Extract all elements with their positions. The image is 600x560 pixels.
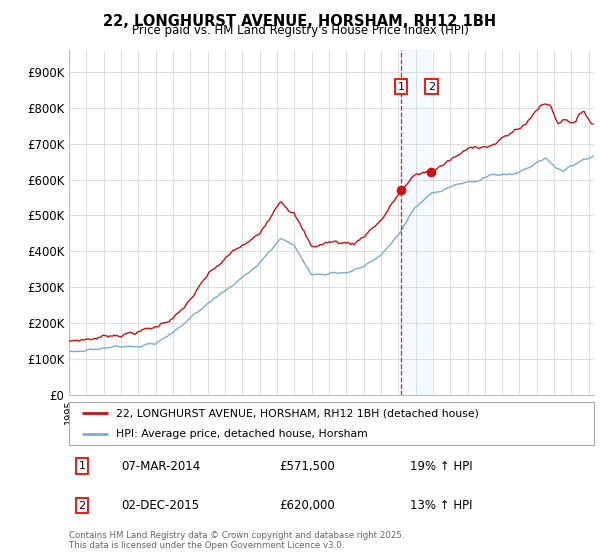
Bar — [401, 50, 431, 395]
Text: Price paid vs. HM Land Registry's House Price Index (HPI): Price paid vs. HM Land Registry's House … — [131, 24, 469, 37]
Text: 1: 1 — [79, 461, 86, 472]
Text: 19% ↑ HPI: 19% ↑ HPI — [410, 460, 473, 473]
Text: £620,000: £620,000 — [279, 499, 335, 512]
Text: 07-MAR-2014: 07-MAR-2014 — [121, 460, 201, 473]
Text: £571,500: £571,500 — [279, 460, 335, 473]
Text: 2: 2 — [79, 501, 86, 511]
Text: Contains HM Land Registry data © Crown copyright and database right 2025.
This d: Contains HM Land Registry data © Crown c… — [69, 531, 404, 550]
Text: 02-DEC-2015: 02-DEC-2015 — [121, 499, 200, 512]
Text: 22, LONGHURST AVENUE, HORSHAM, RH12 1BH (detached house): 22, LONGHURST AVENUE, HORSHAM, RH12 1BH … — [116, 408, 479, 418]
Text: 1: 1 — [398, 82, 404, 92]
Text: 22, LONGHURST AVENUE, HORSHAM, RH12 1BH: 22, LONGHURST AVENUE, HORSHAM, RH12 1BH — [103, 14, 497, 29]
Text: 2: 2 — [428, 82, 435, 92]
Text: 13% ↑ HPI: 13% ↑ HPI — [410, 499, 473, 512]
Text: HPI: Average price, detached house, Horsham: HPI: Average price, detached house, Hors… — [116, 430, 368, 439]
